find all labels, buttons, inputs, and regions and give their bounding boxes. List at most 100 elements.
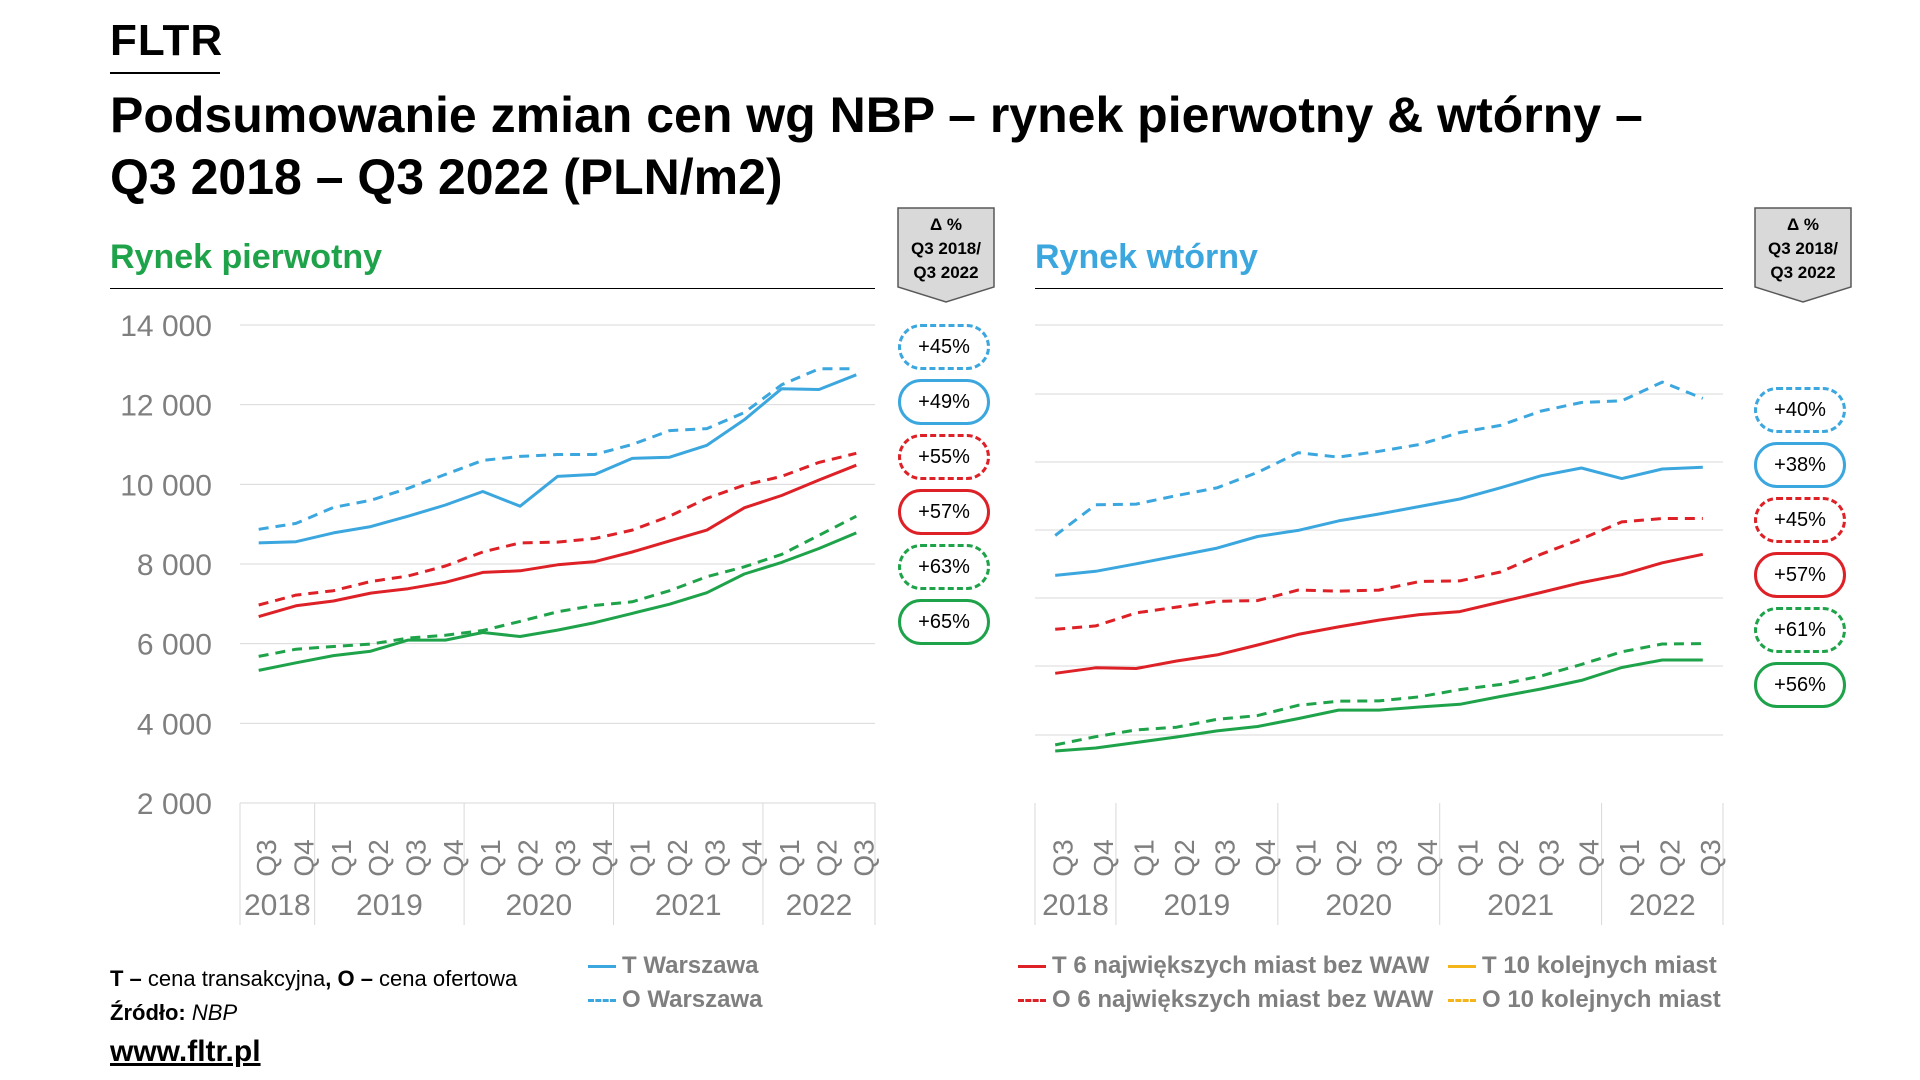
chart-primary: 14 000 12 000 10 000 8 000 6 000 4 000 2 000 20… xyxy=(120,310,880,925)
delta-header-text: Δ % Q3 2018/ Q3 2022 xyxy=(1754,213,1852,285)
quarter-label: Q3 xyxy=(550,839,581,876)
delta-pill: +57% xyxy=(1754,552,1846,598)
y-tick-label: 8 000 xyxy=(137,549,212,582)
delta-pill: +49% xyxy=(898,379,990,425)
quarter-label: Q1 xyxy=(774,839,805,876)
year-label: 2022 xyxy=(786,889,853,922)
o-text: cena ofertowa xyxy=(372,966,518,991)
year-label: 2019 xyxy=(356,889,423,922)
delta-pill: +57% xyxy=(898,489,990,535)
legend-label: O 10 kolejnych miast xyxy=(1482,986,1721,1013)
delta-pill: +65% xyxy=(898,599,990,645)
legend-item: O Warszawa xyxy=(588,986,763,1014)
quarter-label: Q3 xyxy=(400,839,431,876)
y-tick-label: 10 000 xyxy=(120,469,212,502)
delta-pill: +61% xyxy=(1754,607,1846,653)
delta-header-text: Δ % Q3 2018/ Q3 2022 xyxy=(897,213,995,285)
quarter-label: Q3 xyxy=(1371,839,1402,876)
quarter-label: Q4 xyxy=(288,839,319,876)
series-line xyxy=(1054,380,1704,537)
legend-label: T Warszawa xyxy=(622,952,759,979)
quarter-label: Q2 xyxy=(1169,839,1200,876)
quarter-label: Q1 xyxy=(1290,839,1321,876)
year-label: 2022 xyxy=(1629,889,1696,922)
y-tick-label: 14 000 xyxy=(120,310,212,343)
delta-pill: +63% xyxy=(898,544,990,590)
delta-pill: +56% xyxy=(1754,662,1846,708)
legend-swatch xyxy=(588,964,616,968)
secondary-market-title: Rynek wtórny xyxy=(1035,238,1258,276)
legend-label: T 6 największych miast bez WAW xyxy=(1052,952,1430,979)
year-label: 2019 xyxy=(1164,889,1231,922)
delta-pill: +45% xyxy=(1754,497,1846,543)
notes-legend-keys: T – cena transakcyjna, O – cena ofertowa xyxy=(110,966,517,992)
page-title: Podsumowanie zmian cen wg NBP – rynek pi… xyxy=(110,84,1643,208)
delta-pill: +40% xyxy=(1754,387,1846,433)
legend-item: T Warszawa xyxy=(588,952,759,980)
primary-title-rule xyxy=(110,288,875,289)
legend-swatch xyxy=(1448,998,1476,1002)
year-label: 2018 xyxy=(244,889,311,922)
quarter-label: Q3 xyxy=(1533,839,1564,876)
quarter-label: Q1 xyxy=(1452,839,1483,876)
y-tick-label: 4 000 xyxy=(137,708,212,741)
quarter-label: Q4 xyxy=(737,839,768,876)
quarter-label: Q2 xyxy=(1493,839,1524,876)
quarter-label: Q4 xyxy=(438,839,469,876)
quarter-label: Q4 xyxy=(1574,839,1605,876)
series-line xyxy=(1054,642,1703,747)
t-key: T – xyxy=(110,966,142,991)
legend-item: O 6 największych miast bez WAW xyxy=(1018,986,1433,1014)
primary-market-title: Rynek pierwotny xyxy=(110,238,383,276)
quarter-label: Q1 xyxy=(1614,839,1645,876)
legend-label: O 6 największych miast bez WAW xyxy=(1052,986,1434,1013)
y-tick-label: 12 000 xyxy=(120,390,212,423)
source-value: NBP xyxy=(185,1000,238,1025)
quarter-label: Q1 xyxy=(625,839,656,876)
delta-header-secondary: Δ % Q3 2018/ Q3 2022 xyxy=(1754,207,1852,303)
year-label: 2021 xyxy=(1487,889,1554,922)
secondary-title-rule xyxy=(1035,288,1723,289)
legend-item: O 10 kolejnych miast xyxy=(1448,986,1721,1014)
quarter-label: Q3 xyxy=(251,839,282,876)
o-key: O – xyxy=(331,966,373,991)
source-key: Źródło: xyxy=(110,1000,186,1025)
series-line xyxy=(258,531,857,672)
quarter-label: Q4 xyxy=(1250,839,1281,876)
delta-header-shape xyxy=(897,207,995,303)
quarter-label: Q3 xyxy=(1210,839,1241,876)
quarter-label: Q1 xyxy=(326,839,357,876)
title-line-1: Podsumowanie zmian cen wg NBP – rynek pi… xyxy=(110,87,1643,143)
delta-header-primary: Δ % Q3 2018/ Q3 2022 xyxy=(897,207,995,303)
delta-header-line2: Q3 2018/ xyxy=(911,239,981,258)
comma: , xyxy=(325,966,332,991)
year-label: 2020 xyxy=(1325,889,1392,922)
series-line xyxy=(1055,465,1703,577)
quarter-label: Q1 xyxy=(475,839,506,876)
delta-header-line1: Δ % xyxy=(1786,215,1820,234)
quarter-label: Q1 xyxy=(1129,839,1160,876)
legend-swatch xyxy=(588,998,616,1002)
series-line xyxy=(258,367,857,531)
quarter-label: Q2 xyxy=(363,839,394,876)
series-line xyxy=(258,463,857,619)
legend-label: T 10 kolejnych miast xyxy=(1482,952,1717,979)
delta-header-line3: Q3 2022 xyxy=(1770,263,1836,282)
delta-header-shape xyxy=(1754,207,1852,303)
brand-logo: FLTR xyxy=(110,16,224,65)
quarter-label: Q2 xyxy=(513,839,544,876)
quarter-label: Q3 xyxy=(1048,839,1079,876)
quarter-label: Q4 xyxy=(587,839,618,876)
y-tick-label: 2 000 xyxy=(137,788,212,821)
year-label: 2021 xyxy=(655,889,722,922)
source-note: Źródło: NBP xyxy=(110,1000,237,1026)
legend-swatch xyxy=(1018,998,1046,1002)
series-line xyxy=(1054,552,1704,675)
delta-pill: +45% xyxy=(898,324,990,370)
quarter-label: Q3 xyxy=(699,839,730,876)
quarter-label: Q4 xyxy=(1412,839,1443,876)
website-link[interactable]: www.fltr.pl xyxy=(110,1035,261,1068)
t-text: cena transakcyjna xyxy=(141,966,326,991)
